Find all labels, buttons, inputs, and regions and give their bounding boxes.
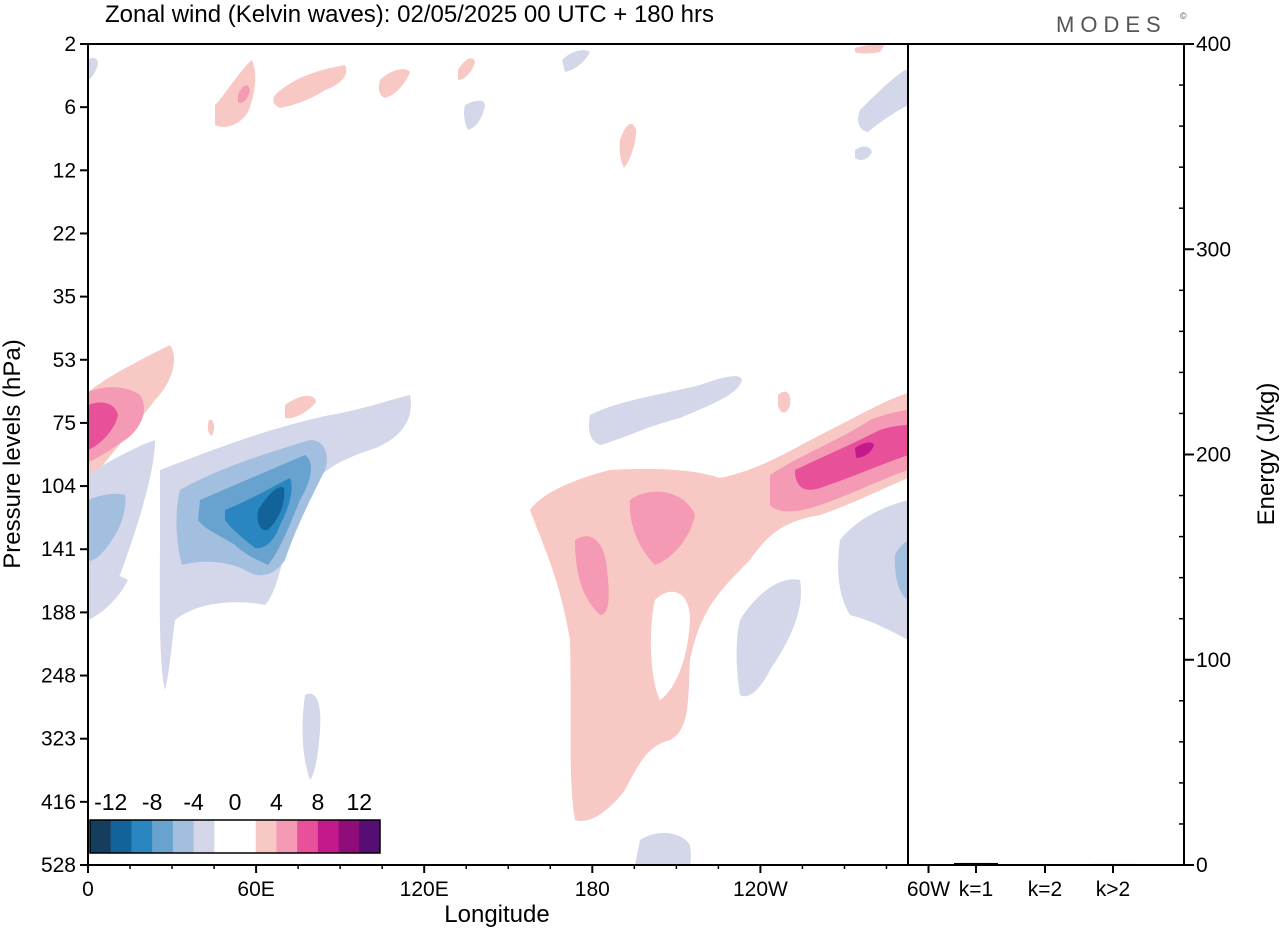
energy-category-labels: k=1 k=2 k>2: [959, 865, 1130, 901]
energy-tick-label: 400: [1196, 33, 1231, 56]
pos-patch-top1-core: [238, 85, 250, 103]
colorbar-label: -12: [94, 789, 127, 815]
colorbar-swatch: [193, 820, 215, 853]
y-tick-label: 35: [53, 286, 76, 309]
colorbar-swatch: [297, 820, 319, 853]
y-tick-label: 75: [53, 412, 76, 435]
energy-category-label: k=2: [1028, 878, 1062, 901]
colorbar-label: 12: [346, 789, 372, 815]
colorbar-swatch: [235, 820, 257, 853]
neg-patch-top1: [562, 50, 590, 72]
x-tick-label: 120E: [400, 878, 449, 901]
chart-title: Zonal wind (Kelvin waves): 02/05/2025 00…: [105, 1, 714, 28]
y-tick-label: 53: [53, 349, 76, 372]
pos-patch-top6: [855, 44, 885, 54]
colorbar-swatch: [152, 820, 174, 853]
brand-logo: MODES: [1056, 12, 1167, 37]
colorbar-label: 0: [229, 789, 242, 815]
colorbar-swatch: [317, 820, 340, 853]
neg-region-west-low: [88, 560, 128, 620]
pos-patch-75a: [285, 395, 316, 419]
x-axis-ticks: 0 60E 120E 180 120W 60W: [82, 865, 950, 901]
neg-region-75hpa: [589, 376, 742, 445]
energy-tick-label: 300: [1196, 238, 1231, 261]
y-tick-label: 22: [53, 222, 76, 245]
colorbar-swatch: [90, 820, 112, 853]
colorbar-label: 8: [311, 789, 324, 815]
colorbar-swatch: [131, 820, 153, 853]
colorbar-label: 4: [270, 789, 283, 815]
energy-plot-frame: [907, 43, 1185, 866]
y-axis-label: Pressure levels (hPa): [0, 339, 26, 568]
pos-patch-top1: [215, 60, 256, 127]
y-axis-ticks: 2 6 12 22 35 53 75 104 141 188 248 323 416 528: [41, 33, 88, 877]
energy-axis-ticks: 0 100 200 300 400: [1179, 33, 1231, 877]
colorbar: [89, 819, 381, 854]
colorbar-label: -4: [183, 789, 204, 815]
colorbar-swatch: [110, 820, 132, 853]
neg-region-60w-low: [736, 579, 801, 697]
neg-patch-300: [302, 693, 321, 780]
y-tick-label: 528: [41, 854, 76, 877]
pos-patch-top2: [273, 65, 347, 108]
energy-bars: [954, 862, 1135, 866]
energy-tick-label: 100: [1196, 649, 1231, 672]
colorbar-swatch: [276, 820, 298, 853]
pos-patch-top5: [619, 123, 636, 168]
energy-bar: [1091, 863, 1135, 865]
colorbar-labels: -12 -8 -4 0 4 8 12: [94, 789, 372, 815]
neg-patch-top4: [855, 146, 872, 160]
y-tick-label: 12: [53, 159, 76, 182]
y-tick-label: 248: [41, 665, 76, 688]
energy-tick-label: 0: [1196, 854, 1208, 877]
y-tick-label: 2: [64, 33, 76, 56]
neg-region-east-edge-lvl2: [894, 540, 908, 600]
y-tick-label: 188: [41, 601, 76, 624]
energy-tick-label: 200: [1196, 444, 1231, 467]
neg-patch-top2: [464, 100, 485, 130]
energy-category-label: k>2: [1096, 878, 1130, 901]
y-tick-label: 323: [41, 728, 76, 751]
energy-bar: [954, 862, 998, 865]
energy-axis-label: Energy (J/kg): [1253, 383, 1280, 526]
energy-bar: [1023, 864, 1067, 866]
y-tick-label: 104: [41, 475, 76, 498]
x-tick-label: 60E: [237, 878, 274, 901]
neg-patch-top5: [88, 57, 98, 80]
pos-region-east-lvl3: [795, 425, 908, 490]
neg-region-east-edge: [838, 500, 908, 640]
pos-region-east-core: [855, 442, 874, 458]
colorbar-swatch: [338, 820, 360, 853]
pos-patch-75b: [207, 419, 215, 436]
y-tick-label: 6: [64, 96, 76, 119]
pos-patch-60w: [778, 391, 791, 413]
neg-region-main-core: [257, 487, 285, 531]
neg-region-south: [635, 833, 691, 865]
x-tick-label: 120W: [733, 878, 788, 901]
y-tick-label: 141: [41, 538, 76, 561]
pos-patch-top3: [378, 69, 410, 98]
pos-patch-top4: [458, 58, 475, 80]
pos-region-east-lvl2a: [575, 536, 609, 615]
pos-region-west-core: [88, 402, 118, 450]
colorbar-swatch: [214, 820, 236, 853]
pos-region-east-lvl2b: [629, 491, 695, 565]
x-tick-label: 180: [575, 878, 610, 901]
y-tick-label: 416: [41, 791, 76, 814]
pos-region-east-hole: [650, 591, 690, 700]
brand-mark: ©: [1180, 11, 1187, 21]
x-axis-label: Longitude: [444, 901, 549, 928]
neg-patch-top3: [858, 70, 908, 132]
energy-category-label: k=1: [959, 878, 993, 901]
colorbar-frame: [89, 819, 381, 854]
colorbar-swatch: [172, 820, 195, 853]
colorbar-swatch: [359, 820, 381, 853]
x-tick-label: 0: [82, 878, 94, 901]
colorbar-swatch: [255, 820, 277, 853]
wind-field: [88, 44, 908, 865]
x-tick-label: 60W: [907, 878, 950, 901]
colorbar-label: -8: [142, 789, 162, 815]
neg-region-west-lvl2: [88, 493, 126, 561]
